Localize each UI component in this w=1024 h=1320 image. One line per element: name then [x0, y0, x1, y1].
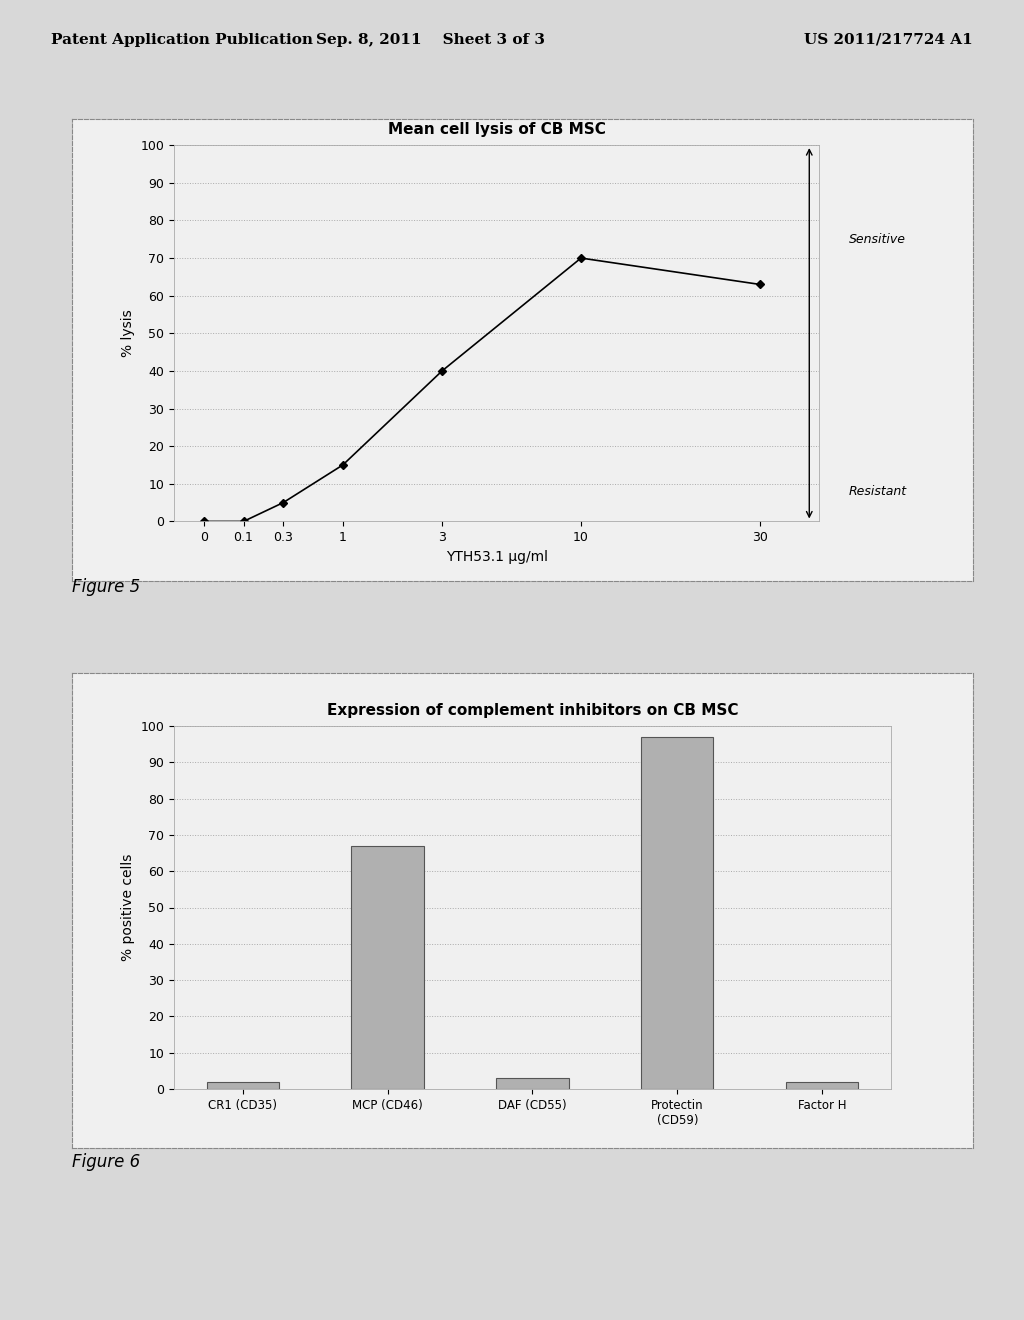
Title: Mean cell lysis of CB MSC: Mean cell lysis of CB MSC	[388, 121, 605, 137]
Y-axis label: % lysis: % lysis	[121, 309, 135, 358]
Bar	[207, 1082, 280, 1089]
Bar	[497, 1078, 568, 1089]
Text: Patent Application Publication: Patent Application Publication	[51, 33, 313, 46]
Bar	[351, 846, 424, 1089]
X-axis label: YTH53.1 μg/ml: YTH53.1 μg/ml	[445, 549, 548, 564]
Text: Sensitive: Sensitive	[849, 232, 906, 246]
Bar	[785, 1082, 858, 1089]
Title: Expression of complement inhibitors on CB MSC: Expression of complement inhibitors on C…	[327, 702, 738, 718]
Text: Resistant: Resistant	[849, 484, 907, 498]
Text: Sep. 8, 2011    Sheet 3 of 3: Sep. 8, 2011 Sheet 3 of 3	[315, 33, 545, 46]
Y-axis label: % positive cells: % positive cells	[121, 854, 135, 961]
Text: Figure 6: Figure 6	[72, 1152, 140, 1171]
Text: Figure 5: Figure 5	[72, 578, 140, 597]
Text: US 2011/217724 A1: US 2011/217724 A1	[804, 33, 973, 46]
Bar	[641, 737, 714, 1089]
